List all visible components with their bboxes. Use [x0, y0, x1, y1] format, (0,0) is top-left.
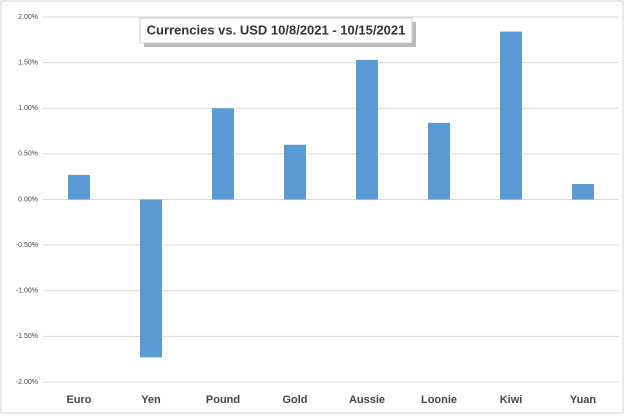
- bar: [356, 59, 378, 200]
- x-tick-label: Pound: [206, 394, 240, 406]
- plot-area: 2.00% 1.50% 1.00% 0.50% 0.00% -0.50% -1.00% -1.…: [16, 14, 619, 406]
- y-tick-label: 2.00%: [18, 14, 38, 21]
- x-tick-label: Loonie: [421, 394, 457, 406]
- x-tick-label: Yen: [141, 394, 161, 406]
- bar: [572, 183, 594, 200]
- x-tick-label: Euro: [66, 394, 91, 406]
- y-tick-label: 1.00%: [18, 105, 38, 112]
- x-tick-label: Gold: [282, 394, 307, 406]
- y-tick-label: 0.00%: [18, 196, 38, 203]
- bar: [68, 174, 90, 200]
- y-tick-label: -1.50%: [16, 333, 38, 340]
- y-tick-label: -2.00%: [16, 379, 38, 386]
- y-tick-label: -0.50%: [16, 242, 38, 249]
- y-tick-label: 0.50%: [18, 151, 38, 158]
- x-tick-label: Kiwi: [500, 394, 523, 406]
- title-box: [139, 17, 413, 44]
- bar: [284, 144, 306, 200]
- y-tick-label: 1.50%: [18, 59, 38, 66]
- bar: [428, 122, 450, 200]
- chart-title: Currencies vs. USD 10/8/2021 - 10/15/202…: [147, 22, 406, 37]
- bar: [500, 31, 522, 200]
- bar: [212, 108, 234, 200]
- x-tick-label: Yuan: [570, 394, 597, 406]
- bar: [140, 199, 162, 358]
- x-tick-label: Aussie: [349, 394, 385, 406]
- y-tick-label: -1.00%: [16, 288, 38, 295]
